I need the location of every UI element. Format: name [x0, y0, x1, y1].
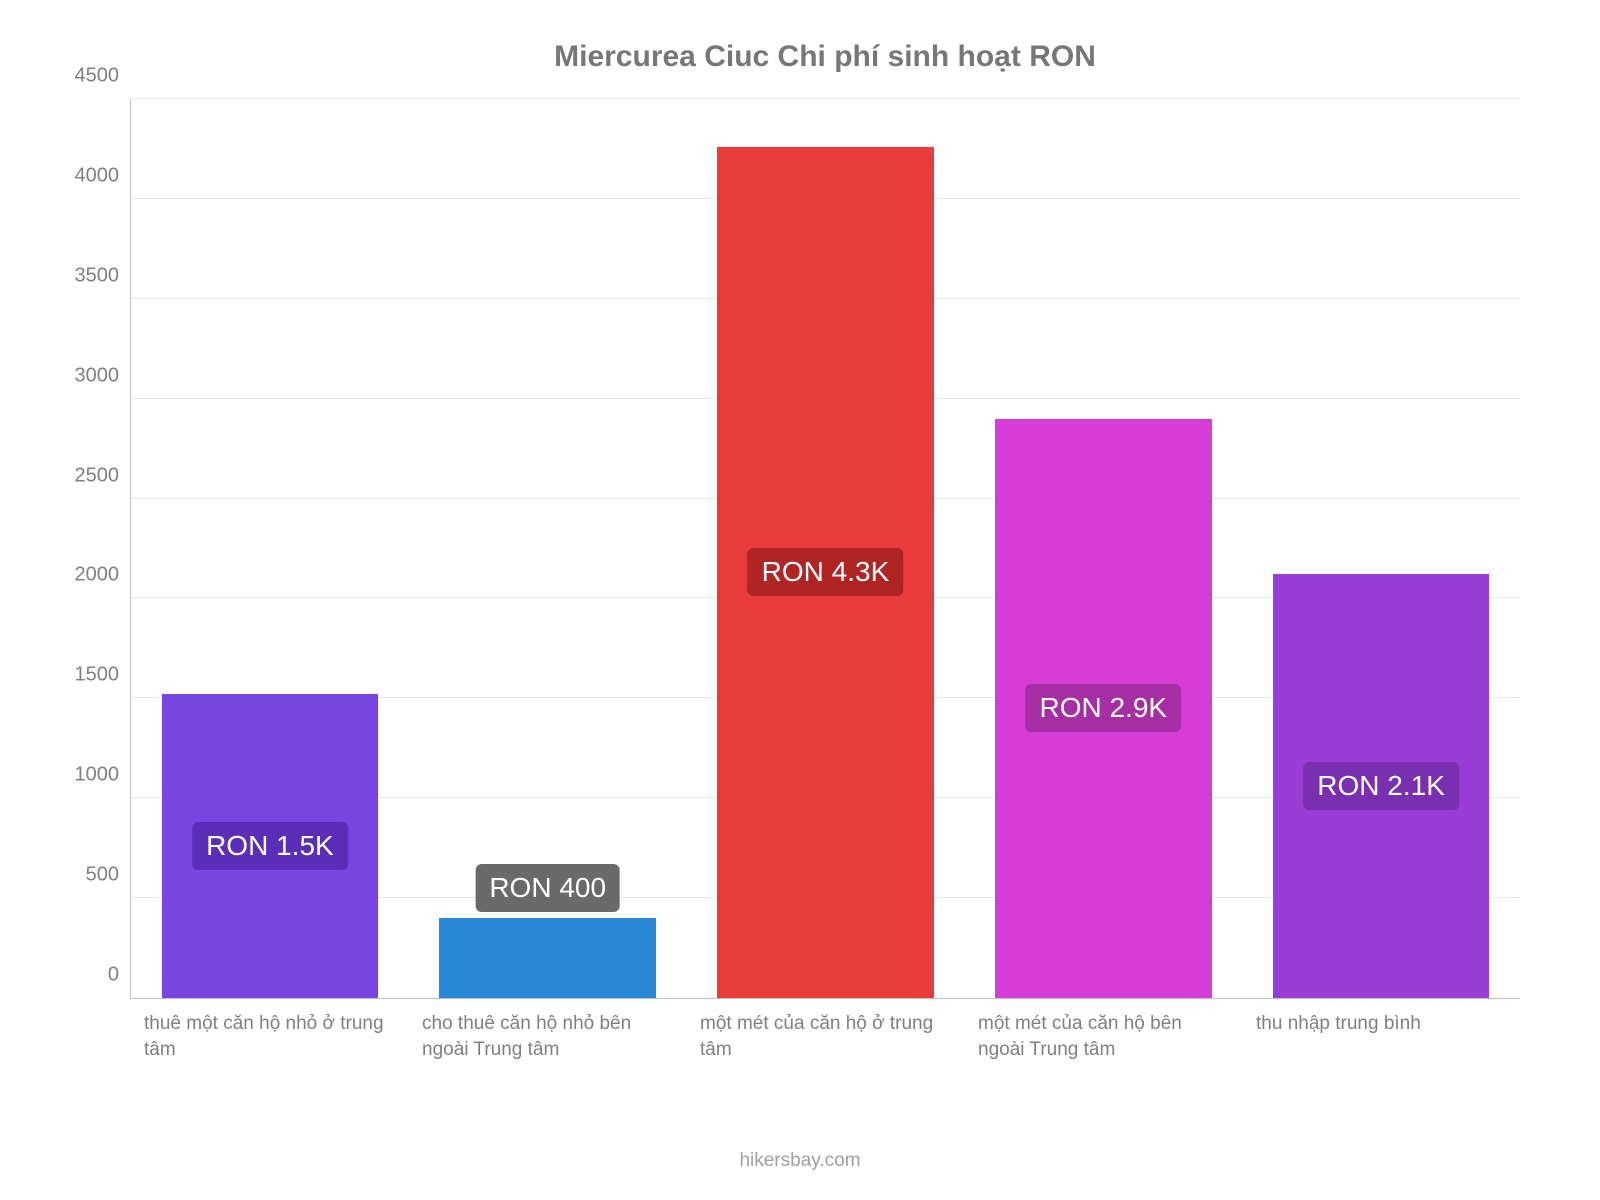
x-tick-label: một mét của căn hộ bên ngoài Trung tâm	[964, 1011, 1242, 1062]
plot-area: RON 1.5KRON 400RON 4.3KRON 2.9KRON 2.1K …	[130, 99, 1520, 999]
y-tick-label: 2000	[75, 564, 132, 587]
bar: RON 2.1K	[1273, 574, 1490, 998]
value-badge: RON 400	[475, 864, 620, 912]
y-tick-label: 0	[108, 964, 131, 987]
bar-slot: RON 1.5K	[131, 99, 409, 998]
bars-layer: RON 1.5K RON 400 RON 4.3K RON 2.9K RON 2.1K	[131, 99, 1520, 998]
value-badge: RON 2.1K	[1303, 762, 1459, 810]
y-tick-label: 1500	[75, 664, 132, 687]
bar: RON 4.3K	[717, 147, 934, 998]
x-tick-label: cho thuê căn hộ nhỏ bên ngoài Trung tâm	[408, 1011, 686, 1062]
value-badge: RON 1.5K	[192, 822, 348, 870]
y-tick-label: 3500	[75, 264, 132, 287]
bar: RON 1.5K	[162, 694, 379, 998]
y-tick-label: 4500	[75, 65, 132, 88]
bar: RON 400	[439, 918, 656, 998]
x-tick-label: thu nhập trung bình	[1242, 1011, 1520, 1062]
bar-slot: RON 4.3K	[687, 99, 965, 998]
y-tick-label: 2500	[75, 464, 132, 487]
y-tick-label: 4000	[75, 164, 132, 187]
y-tick-label: 3000	[75, 364, 132, 387]
bar: RON 2.9K	[995, 419, 1212, 998]
attribution-text: hikersbay.com	[0, 1150, 1600, 1172]
bar-slot: RON 2.9K	[964, 99, 1242, 998]
value-badge: RON 2.9K	[1025, 684, 1181, 732]
x-tick-label: thuê một căn hộ nhỏ ở trung tâm	[130, 1011, 408, 1062]
chart-title: Miercurea Ciuc Chi phí sinh hoạt RON	[130, 40, 1520, 74]
y-tick-label: 1000	[75, 764, 132, 787]
bar-slot: RON 2.1K	[1242, 99, 1520, 998]
bar-slot: RON 400	[409, 99, 687, 998]
x-axis-labels: thuê một căn hộ nhỏ ở trung tâmcho thuê …	[130, 1011, 1520, 1062]
chart-container: Miercurea Ciuc Chi phí sinh hoạt RON RON…	[0, 0, 1600, 1200]
y-tick-label: 500	[86, 864, 131, 887]
value-badge: RON 4.3K	[748, 548, 904, 596]
x-tick-label: một mét của căn hộ ở trung tâm	[686, 1011, 964, 1062]
